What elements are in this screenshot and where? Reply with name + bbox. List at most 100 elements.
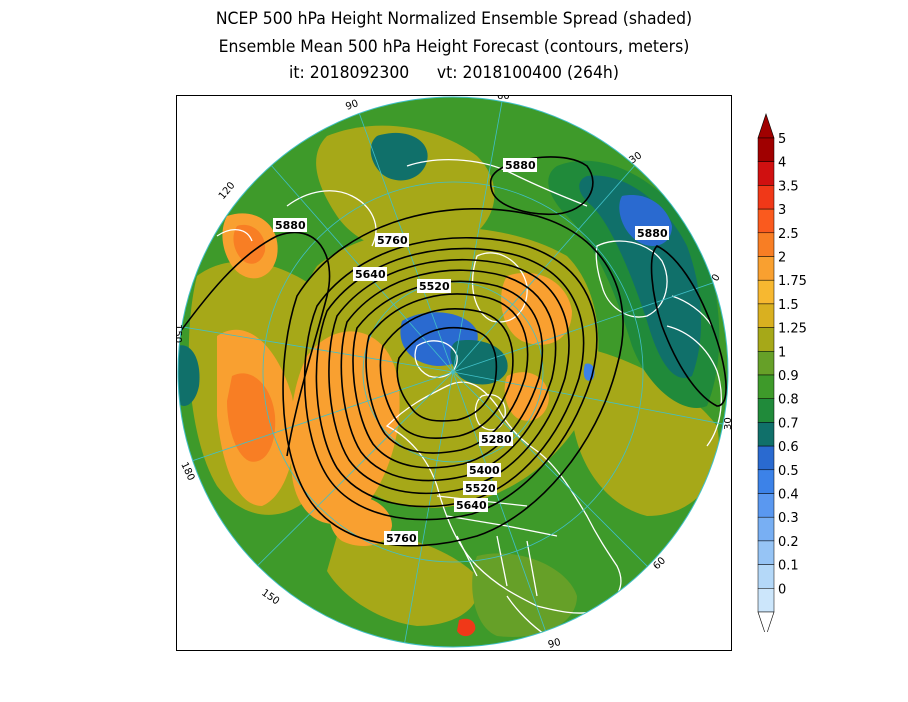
color-scale-label: 1.25 — [778, 322, 807, 337]
color-scale-swatch — [757, 161, 775, 186]
contour-label-box-5 — [353, 267, 387, 281]
lon-label-30-e: 30 — [723, 417, 732, 430]
contour-label-box-3 — [635, 226, 669, 240]
color-scale-swatch — [757, 232, 775, 257]
contour-5760 — [282, 207, 624, 547]
title-line-1: NCEP 500 hPa Height Normalized Ensemble … — [215, 9, 693, 29]
color-scale-bottom-arrow — [757, 611, 775, 632]
coastline-europe — [595, 240, 668, 318]
contour-label-box-8 — [467, 463, 501, 477]
contour-5280 — [379, 308, 514, 440]
coastline-greenland — [472, 252, 528, 323]
contour-label-box-6 — [417, 279, 451, 293]
map-panel: 5880 5880 5880 5760 5640 5520 5280 5400 … — [176, 95, 732, 651]
contour-5640 — [303, 236, 598, 521]
color-scale-swatch — [757, 327, 775, 352]
color-scale-label: 0.9 — [778, 369, 799, 384]
contour-label-5640-south: 5640 — [456, 499, 487, 512]
contour-label-5400: 5400 — [469, 464, 500, 477]
meridian-10 — [178, 325, 454, 373]
coastline-iberia-africa — [666, 325, 722, 447]
color-scale-label: 2 — [778, 251, 786, 266]
contour-label-box-7 — [479, 432, 513, 446]
spread-region-red-south — [457, 618, 476, 637]
color-scale-swatch — [757, 279, 775, 305]
color-scale-swatch — [757, 445, 775, 471]
color-scale-label: 0.5 — [778, 464, 799, 479]
color-scale-swatch — [757, 185, 775, 210]
color-scale-label: 0.4 — [778, 488, 799, 503]
contour-label-box-1 — [273, 218, 307, 232]
color-scale-label: 0.3 — [778, 511, 799, 526]
color-scale-swatch — [757, 540, 775, 565]
map-disc-outline — [177, 96, 729, 648]
contour-label-box-9 — [463, 481, 497, 495]
lon-label-90-s: 90 — [547, 637, 562, 651]
contour-5520 — [328, 258, 570, 494]
meridian-3 — [452, 275, 728, 373]
color-scale-label: 5 — [778, 132, 786, 147]
contour-5400 — [352, 280, 544, 469]
latitude-circle-30 — [262, 181, 644, 563]
contour-label-5520-north: 5520 — [419, 280, 450, 293]
spread-region-green-south — [472, 553, 577, 637]
color-scale-swatch — [757, 422, 775, 447]
contour-label-box-2 — [503, 158, 537, 172]
color-scale-label: 1 — [778, 345, 786, 360]
contour-5220 — [396, 326, 498, 422]
valid-time-label: vt: 2018100400 (264h) — [436, 63, 619, 83]
color-scale-label: 2.5 — [778, 227, 799, 242]
color-scale-swatch — [757, 516, 775, 542]
meridian-8 — [236, 371, 454, 587]
contour-label-5880-east: 5880 — [637, 227, 668, 240]
contour-label-box-4 — [375, 233, 409, 247]
contour-label-group: 5880 5880 5880 5760 5640 5520 5280 5400 … — [273, 158, 669, 545]
contour-5600 — [315, 247, 585, 508]
init-time-label: it: 2018092300 — [289, 63, 410, 83]
color-scale-top-arrow — [757, 113, 775, 139]
spread-region-orange-south — [329, 495, 392, 546]
color-scale-swatch — [757, 351, 775, 376]
lon-label-60-top: 60 — [497, 96, 510, 102]
color-scale-swatch — [757, 137, 775, 162]
lon-label-150-sw: 150 — [259, 587, 281, 607]
color-scale-swatch — [757, 398, 775, 423]
color-scale-label: 0.7 — [778, 416, 799, 431]
contour-label-box-11 — [384, 531, 418, 545]
contour-label-box-10 — [454, 498, 488, 512]
contour-5880-east — [650, 245, 727, 407]
color-scale-swatch — [757, 469, 775, 494]
contour-label-5640-north: 5640 — [355, 268, 386, 281]
state-borders — [436, 495, 558, 597]
color-scale-label: 3.5 — [778, 179, 799, 194]
color-scale-swatch — [757, 374, 775, 399]
meridian-6 — [452, 371, 554, 647]
lon-label-90-n: 90 — [344, 98, 360, 113]
contour-label-5760-south: 5760 — [386, 532, 417, 545]
color-scale-label: 0.6 — [778, 440, 799, 455]
contour-label-5280: 5280 — [481, 433, 512, 446]
spread-region-olive-north — [316, 125, 495, 255]
spread-region-orange-ne — [501, 272, 572, 345]
title-line-2: Ensemble Mean 500 hPa Height Forecast (c… — [218, 37, 690, 57]
color-scale-label: 0.2 — [778, 535, 799, 550]
spread-region-teal-north — [370, 132, 428, 181]
title-line-3: it: 2018092300 vt: 2018100400 (264h) — [36, 62, 871, 84]
contour-5880-north — [489, 156, 594, 216]
meridian-1 — [452, 97, 504, 373]
color-scale-label: 1.75 — [778, 274, 807, 289]
lon-label-0-e: 0 — [710, 272, 723, 283]
color-scale-label: 0.8 — [778, 393, 799, 408]
lon-label-120-nw: 120 — [217, 180, 238, 202]
spread-region-darkorange-west — [227, 373, 276, 462]
color-scale-label: 0 — [778, 582, 786, 597]
meridian-7 — [402, 371, 454, 647]
color-scale-bar: 5 4 3.5 3 2.5 2 1.75 1.5 1.25 1 0.9 0.8 0.7 0.6 0.5 0.4… — [757, 113, 807, 632]
color-scale-label: 4 — [778, 156, 786, 171]
color-scale-swatch — [757, 256, 775, 281]
spread-region-orange-center — [290, 331, 400, 524]
coastline-hudson-bay — [474, 394, 506, 431]
contour-5340 — [365, 293, 529, 454]
contour-label-5880-west: 5880 — [275, 219, 306, 232]
contour-label-5760-north: 5760 — [377, 234, 408, 247]
